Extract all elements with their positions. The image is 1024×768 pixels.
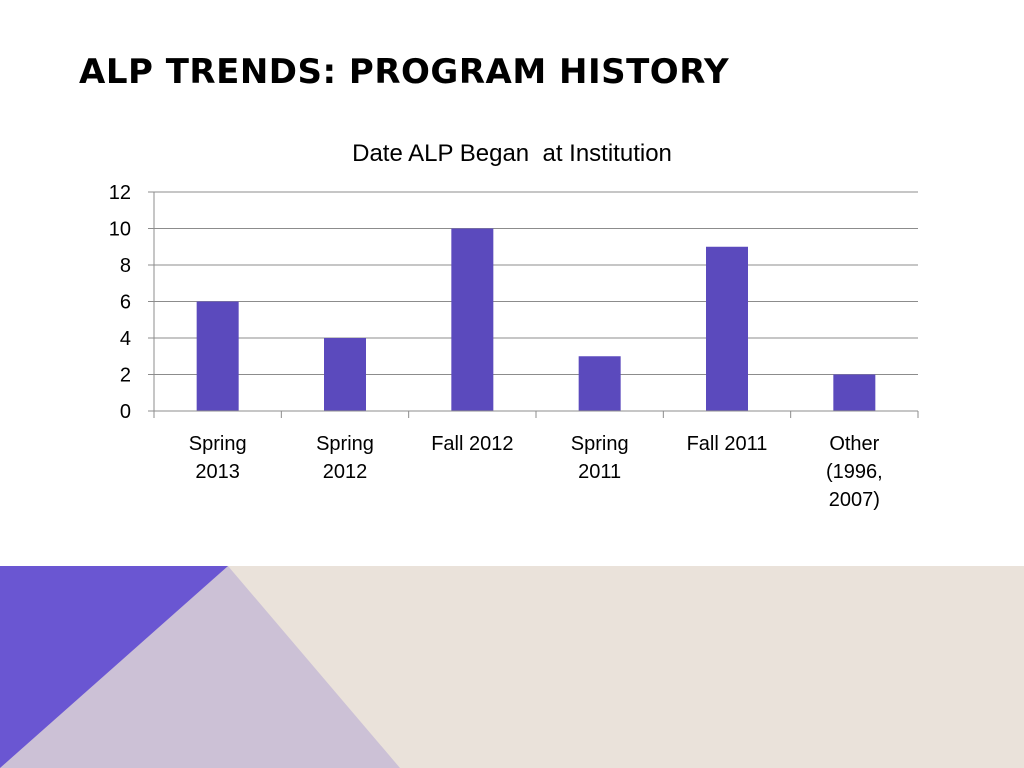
x-tick-label: Spring 2013 [189,433,247,483]
x-tick-label: Fall 2011 [687,433,768,455]
x-tick-label: Fall 2012 [431,433,513,455]
chart-container: Date ALP Began at Institution 0 2 4 6 8 10 12 … [109,140,919,511]
y-tick-label: 2 [120,365,131,387]
slide-title: ALP TRENDS: PROGRAM HISTORY [79,52,730,92]
y-tick-label: 6 [120,292,131,314]
bar-chart: Date ALP Began at Institution 024681012 … [109,140,919,511]
x-axis [153,192,919,418]
bar [833,374,876,411]
x-tick-label-line: (1996, [826,461,883,483]
bar [324,338,366,411]
bar [706,246,748,411]
x-tick-labels: Spring 2013 Spring 2012 Fall 2012 Spring 2011 F… [189,433,883,511]
bar [196,301,239,411]
y-tick-label: 0 [120,401,131,423]
x-tick-label-line: 2013 [195,461,240,483]
y-tick-label: 4 [120,328,131,350]
purple-triangle [0,566,228,768]
bars [196,228,876,411]
x-tick-label-line: 2007) [829,489,880,511]
y-tick-label: 8 [120,255,131,277]
x-tick-label-line: Spring [571,433,629,455]
x-tick-label-line: Fall 2011 [687,433,768,455]
x-tick-label-line: Fall 2012 [431,433,513,455]
x-tick-label: Spring 2011 [571,433,629,483]
x-tick-label-line: Spring [189,433,247,455]
x-tick-label: Spring 2012 [316,433,374,483]
x-tick-label-line: Other [829,433,879,455]
y-tick-label: 10 [109,219,131,241]
x-tick-label-line: 2011 [578,461,621,483]
y-tick-label: 12 [109,182,131,204]
chart-title: Date ALP Began at Institution [352,140,672,167]
x-tick-label-line: Spring [316,433,374,455]
y-tick-labels: 0 2 4 6 8 10 12 [109,182,131,423]
bar [451,228,494,411]
x-tick-label-line: 2012 [323,461,368,483]
x-tick-label: Other (1996, 2007) [826,433,883,511]
bar [578,356,621,411]
